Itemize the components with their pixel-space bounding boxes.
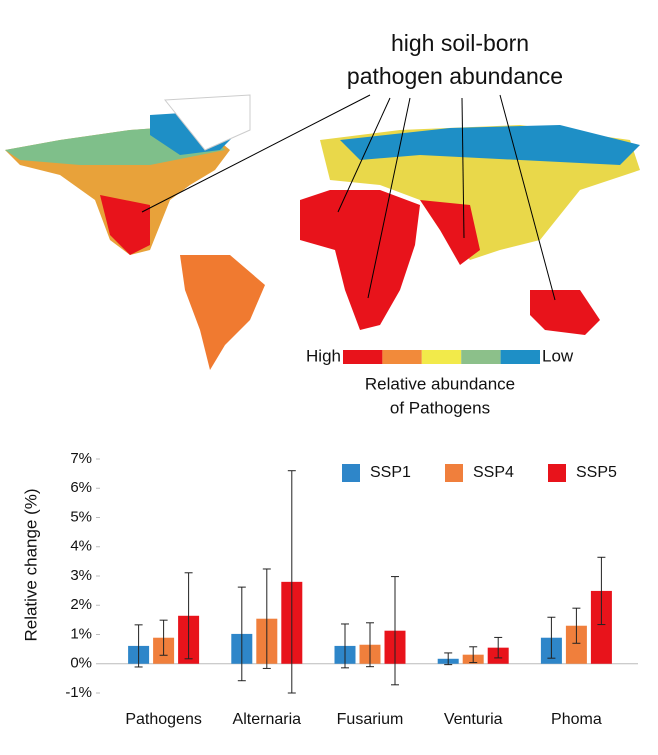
legend-label: SSP4 — [473, 464, 514, 481]
annotation: high soil-born — [391, 30, 529, 56]
x-tick-label: Pathogens — [125, 711, 202, 728]
bar — [590, 590, 612, 664]
error-bar — [341, 623, 349, 669]
error-bar — [237, 586, 246, 682]
y-tick-label: 0% — [70, 655, 92, 672]
africa — [300, 190, 420, 330]
legend-high: High — [306, 346, 341, 365]
arrow — [367, 97, 411, 299]
arrow — [337, 97, 391, 213]
x-tick-label: Fusarium — [337, 711, 404, 728]
arrow — [461, 97, 465, 239]
y-tick-label: -1% — [65, 684, 92, 701]
error-bar — [469, 646, 478, 664]
error-bar — [494, 636, 503, 659]
legend-swatch — [500, 350, 540, 364]
legend-swatch — [445, 464, 463, 482]
legend-swatch — [548, 464, 566, 482]
legend-swatch — [343, 350, 383, 364]
error-bar — [444, 652, 453, 666]
australia — [530, 290, 600, 335]
error-bar — [597, 556, 606, 626]
error-bar — [547, 616, 556, 659]
x-tick-label: Venturia — [444, 711, 503, 728]
error-bar — [572, 607, 581, 644]
map-legend — [343, 350, 540, 364]
legend-low: Low — [542, 346, 574, 365]
legend-title: Relative abundance — [365, 374, 515, 393]
x-tick-label: Alternaria — [233, 711, 302, 728]
arrow — [141, 94, 371, 213]
y-axis-label: Relative change (%) — [21, 488, 40, 641]
annotation-arrows — [141, 94, 556, 301]
siberia — [340, 125, 640, 165]
legend-swatch — [421, 350, 462, 364]
south-asia — [420, 200, 480, 265]
annotation: pathogen abundance — [347, 63, 563, 89]
legend-label: SSP1 — [370, 464, 411, 481]
error-bar — [134, 624, 143, 668]
legend-label: SSP5 — [576, 464, 617, 481]
error-bar — [287, 470, 296, 694]
legend-swatch — [342, 464, 360, 482]
error-bar — [262, 568, 271, 669]
y-tick-label: 4% — [70, 538, 92, 555]
arrow — [499, 94, 556, 301]
y-tick-label: 1% — [70, 625, 92, 642]
x-tick-label: Phoma — [551, 711, 602, 728]
mexico — [100, 195, 150, 255]
legend-swatch — [382, 350, 422, 364]
south-america — [180, 255, 265, 370]
y-tick-label: 5% — [70, 508, 92, 525]
y-tick-label: 6% — [70, 479, 92, 496]
y-tick-label: 3% — [70, 567, 92, 584]
y-tick-label: 2% — [70, 596, 92, 613]
error-bar — [159, 619, 168, 656]
y-tick-label: 7% — [70, 450, 92, 467]
error-bar — [391, 576, 399, 686]
error-bar — [184, 572, 193, 660]
legend-title: of Pathogens — [390, 398, 490, 417]
world-map: high soil-born pathogen abundance High L… — [5, 30, 640, 417]
error-bar — [366, 622, 374, 668]
bar — [565, 625, 587, 664]
greenland — [164, 94, 251, 151]
legend-swatch — [461, 350, 501, 364]
